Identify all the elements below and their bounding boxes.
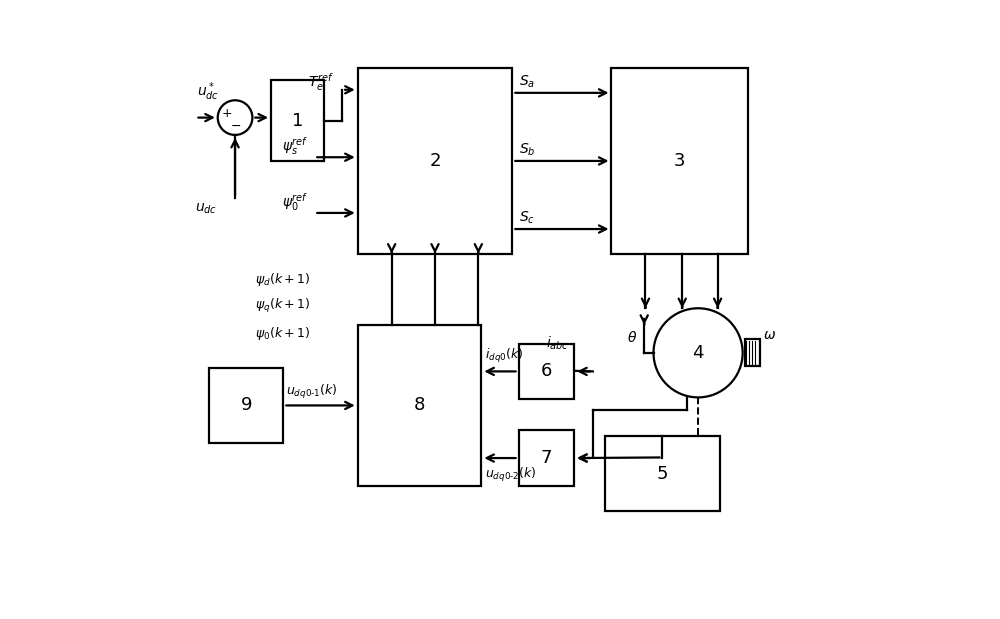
Text: $u_{dq0\text{-}2}(k)$: $u_{dq0\text{-}2}(k)$ (485, 466, 536, 485)
Text: 7: 7 (541, 449, 552, 467)
Bar (605, 436, 720, 511)
Bar (519, 430, 574, 486)
Text: 2: 2 (429, 152, 441, 170)
Bar (611, 68, 748, 254)
Text: $S_c$: $S_c$ (519, 210, 535, 226)
Text: $-$: $-$ (230, 119, 241, 132)
Bar (271, 80, 324, 161)
Bar (745, 339, 760, 366)
Text: 4: 4 (692, 344, 704, 362)
Bar (209, 368, 283, 443)
Bar (358, 68, 512, 254)
Text: $i_{abc}$: $i_{abc}$ (546, 335, 570, 352)
Text: $\psi^{ref}_0$: $\psi^{ref}_0$ (282, 191, 309, 213)
Text: $\theta$: $\theta$ (627, 330, 637, 345)
Bar (519, 344, 574, 399)
Text: $\psi^{ref}_s$: $\psi^{ref}_s$ (282, 135, 309, 157)
Text: $T^{ref}_e$: $T^{ref}_e$ (308, 71, 334, 93)
Bar (358, 325, 481, 486)
Text: $\psi_q(k+1)$: $\psi_q(k+1)$ (255, 297, 311, 316)
Text: 3: 3 (674, 152, 685, 170)
Text: $i_{dq0}(k)$: $i_{dq0}(k)$ (485, 347, 523, 365)
Text: 1: 1 (292, 111, 303, 130)
Text: $u_{dc}$: $u_{dc}$ (195, 202, 217, 217)
Text: +: + (222, 106, 233, 120)
Text: $\psi_0(k+1)$: $\psi_0(k+1)$ (255, 324, 311, 342)
Text: $S_a$: $S_a$ (519, 74, 535, 90)
Text: 9: 9 (240, 396, 252, 415)
Text: $\omega$: $\omega$ (763, 329, 776, 342)
Text: 6: 6 (541, 362, 552, 381)
Text: 8: 8 (414, 396, 425, 415)
Text: $u_{dq0\text{-}1}(k)$: $u_{dq0\text{-}1}(k)$ (286, 383, 338, 401)
Text: $S_b$: $S_b$ (519, 142, 535, 158)
Text: $u^*_{dc}$: $u^*_{dc}$ (197, 80, 219, 103)
Text: $\psi_d(k+1)$: $\psi_d(k+1)$ (255, 271, 311, 288)
Text: 5: 5 (657, 464, 668, 483)
